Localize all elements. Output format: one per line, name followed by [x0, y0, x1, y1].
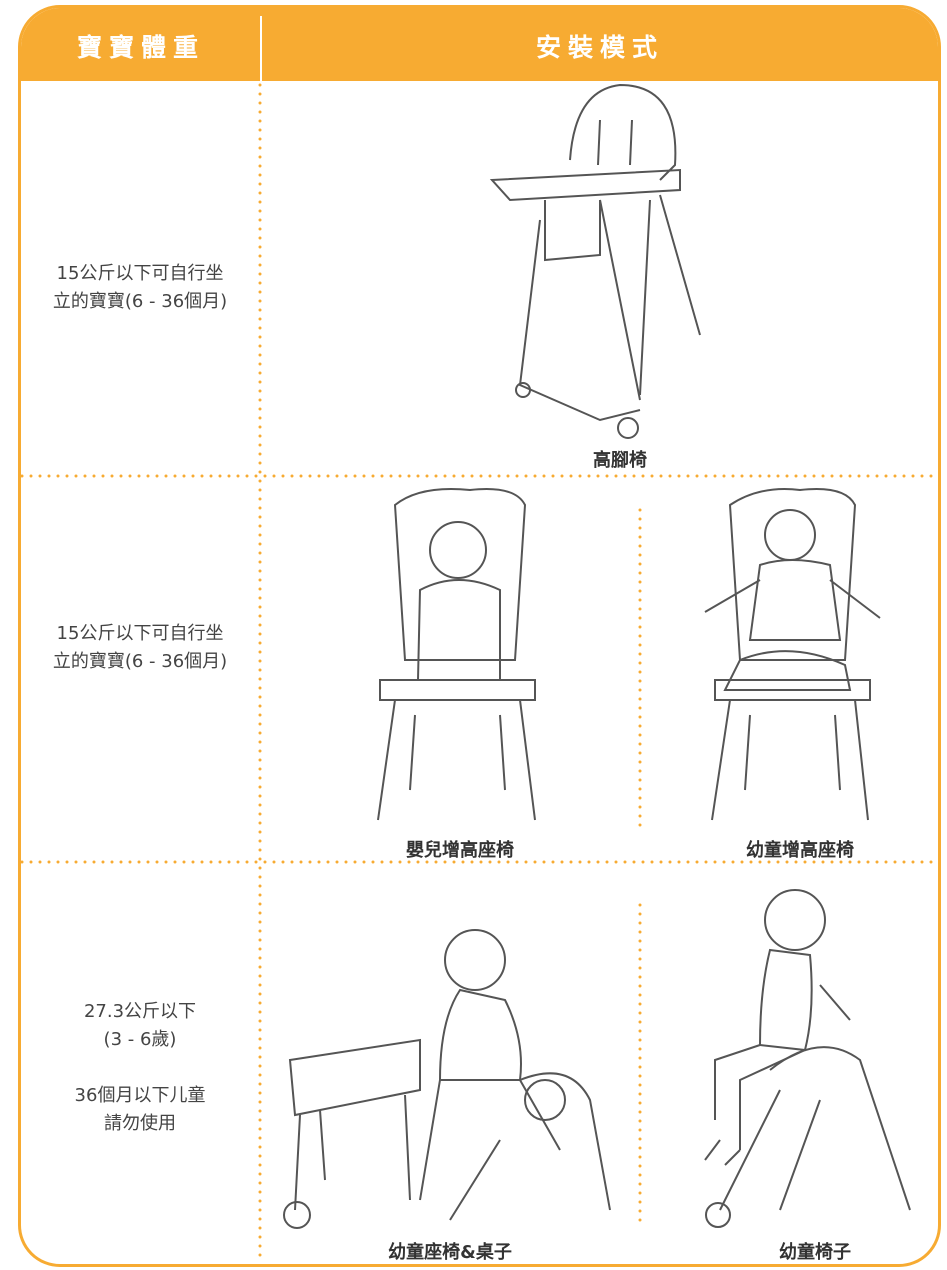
infant-booster-drawing — [377, 488, 536, 821]
toddler-seat-table-drawing — [283, 929, 611, 1229]
toddler-booster-drawing — [704, 488, 881, 821]
mode-caption: 高腳椅 — [593, 450, 647, 471]
mode-caption: 幼童增高座椅 — [746, 840, 854, 861]
high-chair-drawing — [489, 83, 701, 439]
weight-text: 15公斤以下可自行坐 — [56, 263, 224, 284]
table-frame: 寶寶體重 安裝模式 — [18, 5, 941, 1267]
toddler-chair-drawing — [704, 889, 911, 1228]
mode-caption: 嬰兒增高座椅 — [406, 840, 514, 861]
weight-text: 15公斤以下可自行坐 — [56, 623, 224, 644]
weight-text: 36個月以下儿童 — [74, 1085, 206, 1106]
weight-text: 立的寶寶(6 - 36個月) — [52, 291, 228, 312]
weight-text: (3 - 6歲) — [103, 1029, 177, 1050]
weight-cell: 15公斤以下可自行坐 立的寶寶(6 - 36個月) — [20, 260, 260, 316]
mode-caption: 幼童椅子 — [779, 1242, 851, 1263]
weight-text: 請勿使用 — [104, 1113, 176, 1134]
header-row: 寶寶體重 安裝模式 — [21, 8, 938, 81]
header-mode: 安裝模式 — [535, 33, 664, 62]
weight-cell: 15公斤以下可自行坐 立的寶寶(6 - 36個月) — [20, 620, 260, 676]
mode-caption: 幼童座椅&桌子 — [388, 1242, 512, 1263]
weight-text: 27.3公斤以下 — [83, 1001, 197, 1022]
header-divider — [260, 16, 262, 81]
header-weight: 寶寶體重 — [76, 33, 205, 62]
weight-cell: 27.3公斤以下 (3 - 6歲) 36個月以下儿童 請勿使用 — [20, 998, 260, 1138]
weight-text: 立的寶寶(6 - 36個月) — [52, 651, 228, 672]
